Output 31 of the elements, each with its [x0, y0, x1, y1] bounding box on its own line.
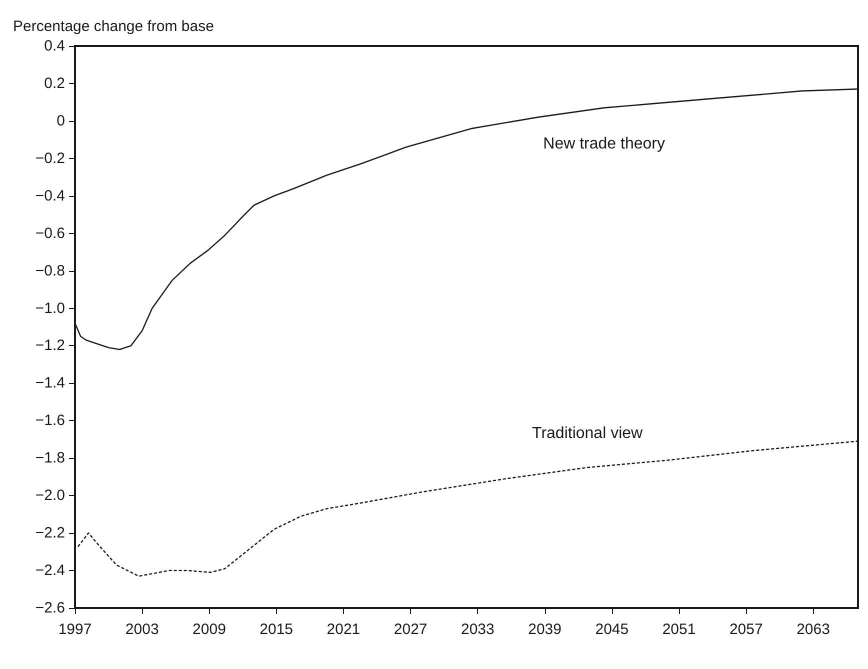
y-tick-label: −0.6 [35, 224, 65, 242]
y-tick-label: −1.4 [35, 374, 65, 392]
x-tick-label: 2063 [796, 621, 830, 638]
x-tick-label: 2027 [394, 621, 428, 638]
y-tick-label: −1.6 [35, 412, 65, 430]
y-tick-label: 0.2 [44, 74, 65, 92]
series-label: New trade theory [543, 135, 666, 152]
y-tick-label: 0.4 [44, 38, 65, 54]
y-tick-label: −2.2 [35, 524, 65, 542]
x-tick-label: 2039 [528, 621, 562, 638]
y-tick-label: −0.8 [35, 262, 65, 280]
x-tick-label: 2051 [662, 621, 696, 638]
series-label: Traditional view [532, 425, 644, 442]
x-tick-label: 2057 [729, 621, 763, 638]
x-tick-label: 2021 [326, 621, 360, 638]
y-axis-title: Percentage change from base [13, 18, 214, 35]
x-tick-label: 2003 [125, 621, 159, 638]
y-tick-label: −2.6 [35, 600, 65, 616]
y-tick-label: −1.8 [35, 450, 65, 467]
y-tick-label: −1.0 [35, 300, 65, 317]
x-tick-label: 2009 [192, 621, 226, 638]
y-tick-label: −2.0 [35, 487, 65, 504]
y-tick-label: −0.4 [35, 187, 65, 204]
y-tick-label: −2.4 [35, 562, 65, 580]
x-tick-label: 2045 [595, 621, 629, 638]
y-tick-label: −1.2 [35, 337, 65, 354]
x-tick-label: 1997 [58, 621, 92, 638]
x-tick-label: 2033 [461, 621, 494, 638]
y-tick-label: 0 [56, 112, 65, 130]
x-tick-label: 2015 [260, 621, 294, 638]
y-tick-label: −0.2 [35, 150, 65, 167]
